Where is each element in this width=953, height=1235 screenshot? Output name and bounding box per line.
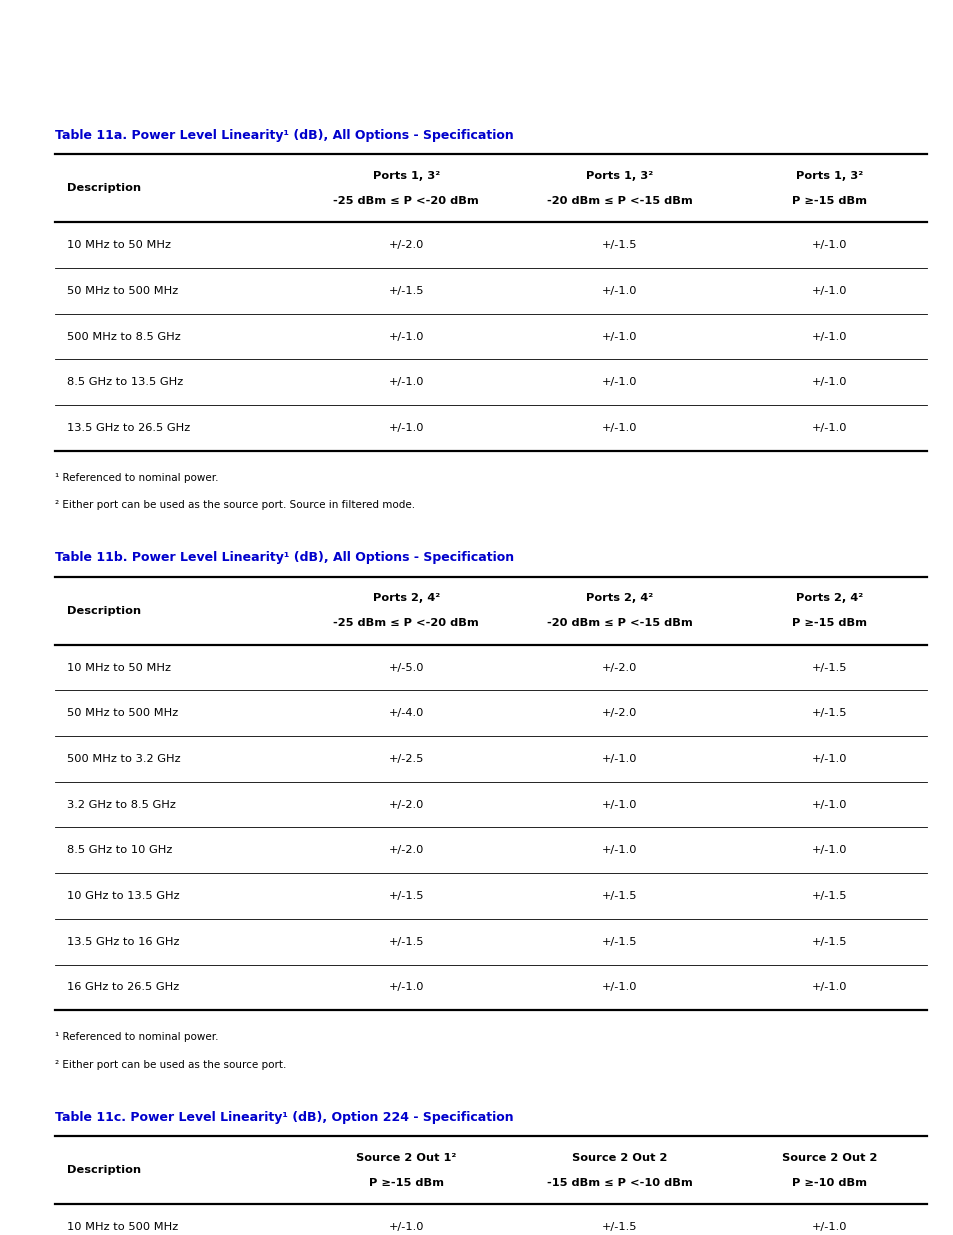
Text: +/-1.5: +/-1.5 xyxy=(811,662,846,673)
Text: +/-2.0: +/-2.0 xyxy=(388,845,423,856)
Text: +/-1.0: +/-1.0 xyxy=(388,1221,423,1233)
Text: -25 dBm ≤ P <-20 dBm: -25 dBm ≤ P <-20 dBm xyxy=(333,195,478,206)
Text: +/-1.5: +/-1.5 xyxy=(388,936,423,947)
Text: +/-1.5: +/-1.5 xyxy=(601,1221,637,1233)
Text: Ports 1, 3²: Ports 1, 3² xyxy=(373,170,439,182)
Text: 10 GHz to 13.5 GHz: 10 GHz to 13.5 GHz xyxy=(67,890,179,902)
Text: +/-1.0: +/-1.0 xyxy=(811,799,846,810)
Text: Table 11a. Power Level Linearity¹ (dB), All Options - Specification: Table 11a. Power Level Linearity¹ (dB), … xyxy=(55,128,514,142)
Text: +/-1.5: +/-1.5 xyxy=(601,240,637,251)
Text: Ports 1, 3²: Ports 1, 3² xyxy=(586,170,653,182)
Text: +/-2.0: +/-2.0 xyxy=(601,662,637,673)
Text: Description: Description xyxy=(67,183,141,194)
Text: Source 2 Out 2: Source 2 Out 2 xyxy=(781,1152,876,1163)
Text: +/-1.0: +/-1.0 xyxy=(388,982,423,993)
Text: +/-1.0: +/-1.0 xyxy=(601,982,637,993)
Text: Source 2 Out 2: Source 2 Out 2 xyxy=(572,1152,667,1163)
Text: +/-1.0: +/-1.0 xyxy=(601,845,637,856)
Text: +/-4.0: +/-4.0 xyxy=(388,708,423,719)
Text: 16 GHz to 26.5 GHz: 16 GHz to 26.5 GHz xyxy=(67,982,179,993)
Text: P ≥-15 dBm: P ≥-15 dBm xyxy=(369,1177,443,1188)
Text: +/-5.0: +/-5.0 xyxy=(388,662,423,673)
Text: 500 MHz to 3.2 GHz: 500 MHz to 3.2 GHz xyxy=(67,753,180,764)
Text: +/-1.0: +/-1.0 xyxy=(601,331,637,342)
Text: 13.5 GHz to 16 GHz: 13.5 GHz to 16 GHz xyxy=(67,936,179,947)
Text: ¹ Referenced to nominal power.: ¹ Referenced to nominal power. xyxy=(55,473,218,483)
Text: Ports 2, 4²: Ports 2, 4² xyxy=(795,593,862,604)
Text: +/-1.5: +/-1.5 xyxy=(601,936,637,947)
Text: 8.5 GHz to 10 GHz: 8.5 GHz to 10 GHz xyxy=(67,845,172,856)
Text: +/-1.0: +/-1.0 xyxy=(811,982,846,993)
Text: 50 MHz to 500 MHz: 50 MHz to 500 MHz xyxy=(67,708,178,719)
Text: -15 dBm ≤ P <-10 dBm: -15 dBm ≤ P <-10 dBm xyxy=(546,1177,692,1188)
Text: ¹ Referenced to nominal power.: ¹ Referenced to nominal power. xyxy=(55,1032,218,1042)
Text: Source 2 Out 1²: Source 2 Out 1² xyxy=(355,1152,456,1163)
Text: -20 dBm ≤ P <-15 dBm: -20 dBm ≤ P <-15 dBm xyxy=(546,618,692,629)
Text: Description: Description xyxy=(67,605,141,616)
Text: +/-1.0: +/-1.0 xyxy=(811,240,846,251)
Text: +/-2.0: +/-2.0 xyxy=(388,799,423,810)
Text: 50 MHz to 500 MHz: 50 MHz to 500 MHz xyxy=(67,285,178,296)
Text: +/-1.5: +/-1.5 xyxy=(811,890,846,902)
Text: +/-1.0: +/-1.0 xyxy=(601,285,637,296)
Text: P ≥-10 dBm: P ≥-10 dBm xyxy=(791,1177,865,1188)
Text: -20 dBm ≤ P <-15 dBm: -20 dBm ≤ P <-15 dBm xyxy=(546,195,692,206)
Text: Ports 2, 4²: Ports 2, 4² xyxy=(586,593,653,604)
Text: +/-2.0: +/-2.0 xyxy=(388,240,423,251)
Text: Ports 1, 3²: Ports 1, 3² xyxy=(795,170,862,182)
Text: P ≥-15 dBm: P ≥-15 dBm xyxy=(791,195,865,206)
Text: +/-1.0: +/-1.0 xyxy=(811,331,846,342)
Text: +/-1.0: +/-1.0 xyxy=(601,753,637,764)
Text: 10 MHz to 50 MHz: 10 MHz to 50 MHz xyxy=(67,662,171,673)
Text: +/-1.0: +/-1.0 xyxy=(388,331,423,342)
Text: +/-1.5: +/-1.5 xyxy=(388,890,423,902)
Text: +/-1.0: +/-1.0 xyxy=(388,422,423,433)
Text: Table 11b. Power Level Linearity¹ (dB), All Options - Specification: Table 11b. Power Level Linearity¹ (dB), … xyxy=(55,551,514,564)
Text: -25 dBm ≤ P <-20 dBm: -25 dBm ≤ P <-20 dBm xyxy=(333,618,478,629)
Text: +/-1.0: +/-1.0 xyxy=(811,285,846,296)
Text: ² Either port can be used as the source port.: ² Either port can be used as the source … xyxy=(55,1060,287,1070)
Text: +/-2.5: +/-2.5 xyxy=(388,753,423,764)
Text: +/-1.0: +/-1.0 xyxy=(811,1221,846,1233)
Text: 13.5 GHz to 26.5 GHz: 13.5 GHz to 26.5 GHz xyxy=(67,422,190,433)
Text: 10 MHz to 50 MHz: 10 MHz to 50 MHz xyxy=(67,240,171,251)
Text: +/-2.0: +/-2.0 xyxy=(601,708,637,719)
Text: 10 MHz to 500 MHz: 10 MHz to 500 MHz xyxy=(67,1221,178,1233)
Text: ² Either port can be used as the source port. Source in filtered mode.: ² Either port can be used as the source … xyxy=(55,500,415,510)
Text: +/-1.0: +/-1.0 xyxy=(601,377,637,388)
Text: Ports 2, 4²: Ports 2, 4² xyxy=(373,593,439,604)
Text: P ≥-15 dBm: P ≥-15 dBm xyxy=(791,618,865,629)
Text: +/-1.0: +/-1.0 xyxy=(811,753,846,764)
Text: +/-1.0: +/-1.0 xyxy=(601,799,637,810)
Text: +/-1.5: +/-1.5 xyxy=(811,708,846,719)
Text: 8.5 GHz to 13.5 GHz: 8.5 GHz to 13.5 GHz xyxy=(67,377,183,388)
Text: 500 MHz to 8.5 GHz: 500 MHz to 8.5 GHz xyxy=(67,331,180,342)
Text: +/-1.0: +/-1.0 xyxy=(811,377,846,388)
Text: +/-1.5: +/-1.5 xyxy=(388,285,423,296)
Text: Table 11c. Power Level Linearity¹ (dB), Option 224 - Specification: Table 11c. Power Level Linearity¹ (dB), … xyxy=(55,1110,514,1124)
Text: +/-1.0: +/-1.0 xyxy=(388,377,423,388)
Text: Description: Description xyxy=(67,1165,141,1176)
Text: 3.2 GHz to 8.5 GHz: 3.2 GHz to 8.5 GHz xyxy=(67,799,175,810)
Text: +/-1.5: +/-1.5 xyxy=(811,936,846,947)
Text: +/-1.0: +/-1.0 xyxy=(811,422,846,433)
Text: +/-1.0: +/-1.0 xyxy=(601,422,637,433)
Text: +/-1.0: +/-1.0 xyxy=(811,845,846,856)
Text: +/-1.5: +/-1.5 xyxy=(601,890,637,902)
